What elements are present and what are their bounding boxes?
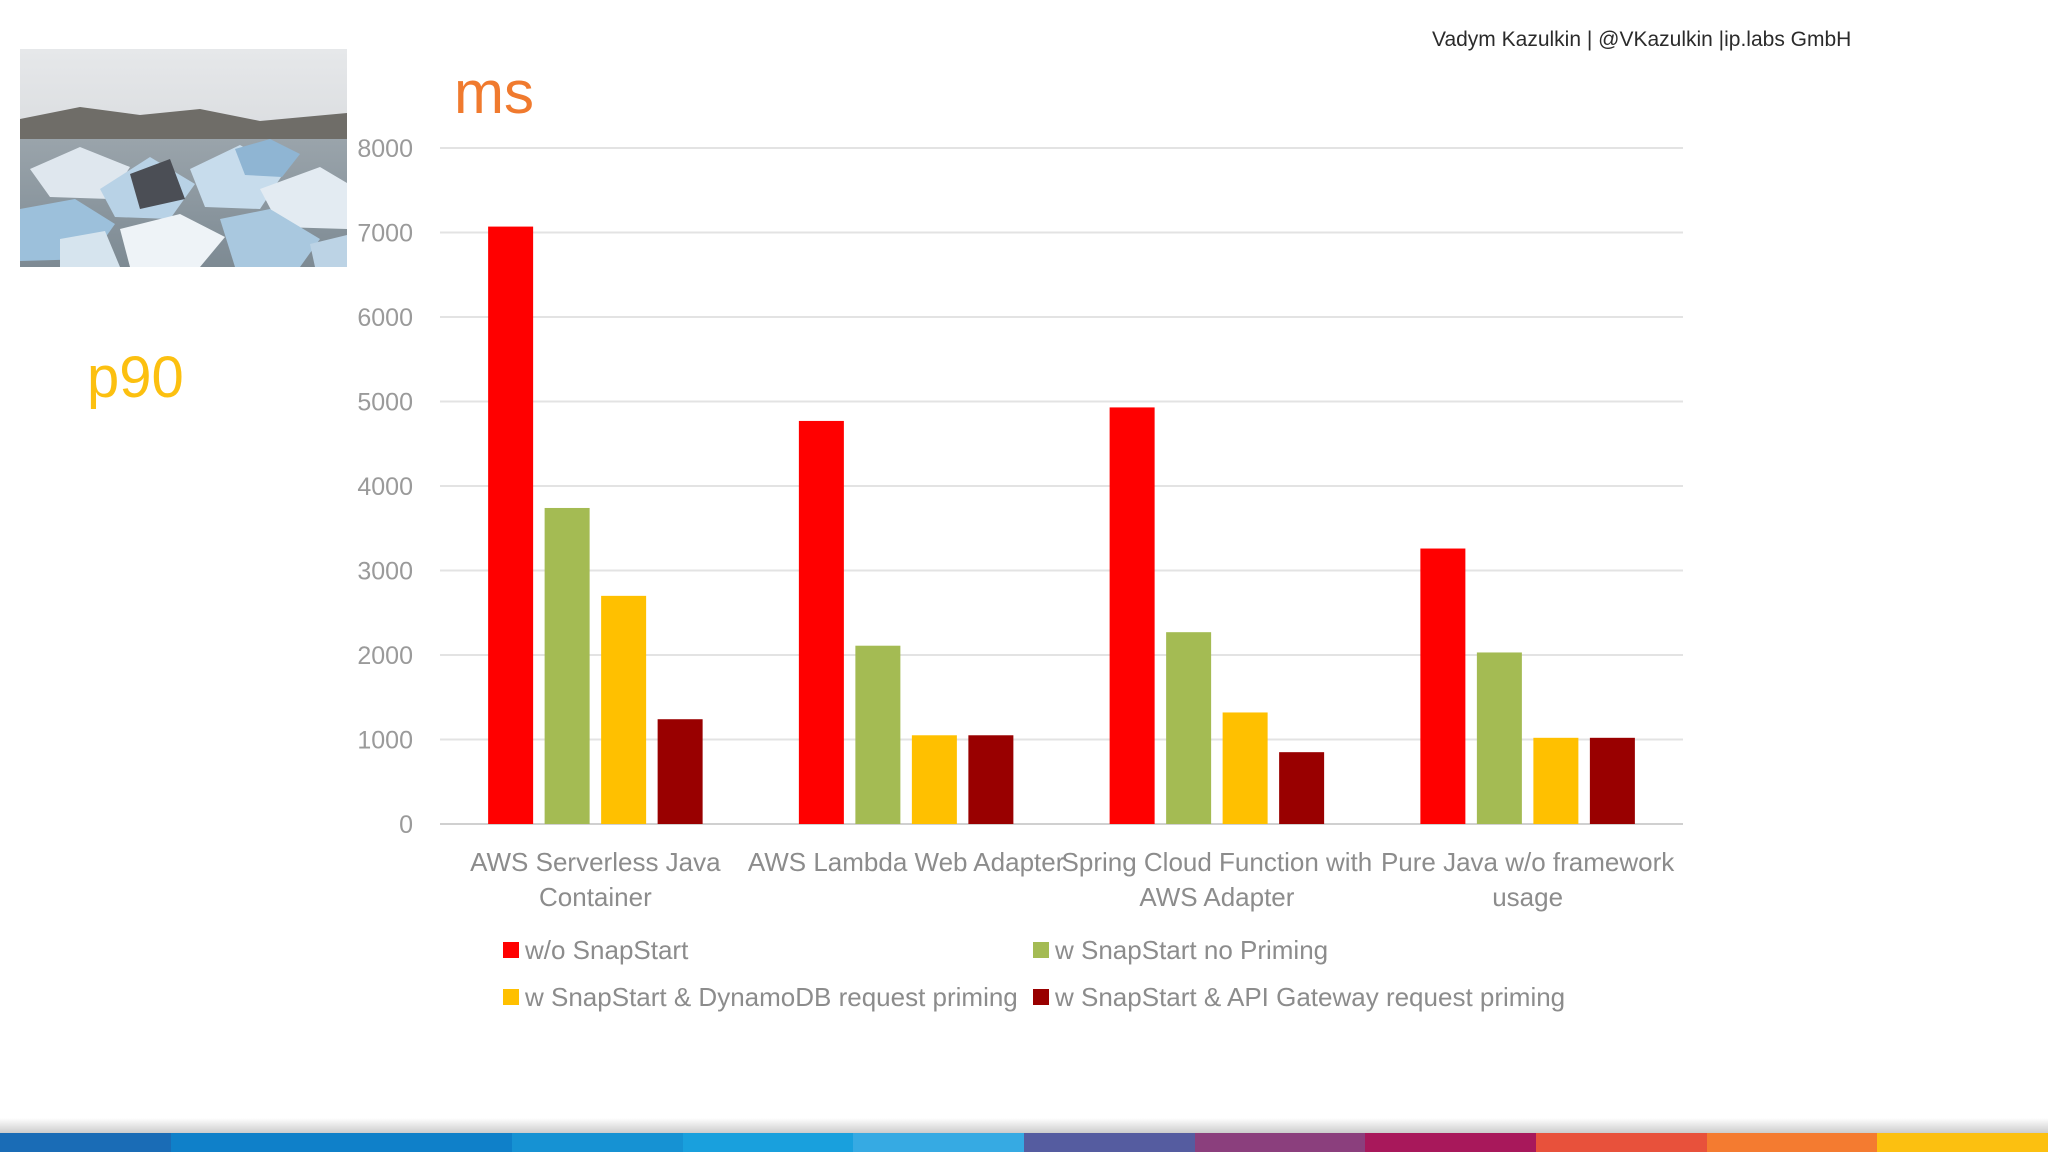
footer-color-segment <box>0 1133 171 1152</box>
bar <box>855 645 901 824</box>
footer-color-segment <box>1536 1133 1707 1152</box>
bar <box>488 226 534 824</box>
bar <box>1109 407 1155 824</box>
footer-color-segment <box>1194 1133 1366 1152</box>
footer-color-bar <box>0 1133 2048 1152</box>
legend-swatch <box>1033 989 1049 1005</box>
legend-label: w/o SnapStart <box>524 935 689 965</box>
author-credit: Vadym Kazulkin | @VKazulkin |ip.labs Gmb… <box>1432 28 1852 51</box>
bar <box>601 595 647 824</box>
bar <box>968 735 1014 824</box>
footer-color-segment <box>682 1133 854 1152</box>
footer-color-segment <box>170 1133 342 1152</box>
footer-color-segment <box>1365 1133 1537 1152</box>
x-tick-label: AWS Serverless Java <box>470 847 721 877</box>
legend-swatch <box>503 989 519 1005</box>
glacier-photo <box>20 49 347 267</box>
bar <box>798 420 844 824</box>
x-tick-label: usage <box>1492 882 1563 912</box>
y-tick-label: 3000 <box>357 558 413 586</box>
legend-label: w SnapStart & DynamoDB request priming <box>524 982 1018 1012</box>
footer-color-segment <box>1877 1133 2048 1152</box>
y-tick-label: 5000 <box>357 389 413 417</box>
legend-label: w SnapStart no Priming <box>1054 935 1328 965</box>
y-tick-label: 2000 <box>357 642 413 670</box>
bar <box>911 735 957 824</box>
footer-color-segment <box>1024 1133 1195 1152</box>
footer-color-segment <box>512 1133 683 1152</box>
bar <box>1589 737 1635 824</box>
y-tick-label: 4000 <box>357 473 413 501</box>
unit-label: ms <box>454 59 534 126</box>
bar <box>657 719 703 824</box>
y-tick-label: 1000 <box>357 727 413 755</box>
bar <box>1533 737 1579 824</box>
y-tick-label: 6000 <box>357 304 413 332</box>
x-tick-label: AWS Lambda Web Adapter <box>748 847 1065 877</box>
bar <box>1166 632 1212 824</box>
legend-swatch <box>503 942 519 958</box>
y-tick-label: 0 <box>399 811 413 839</box>
bar <box>1420 548 1466 824</box>
footer-shadow <box>0 1118 2048 1134</box>
footer-color-segment <box>341 1133 513 1152</box>
x-tick-label: Pure Java w/o framework <box>1381 847 1675 877</box>
x-tick-label: AWS Adapter <box>1139 882 1294 912</box>
y-tick-label: 7000 <box>357 220 413 248</box>
bar <box>1222 712 1268 824</box>
legend-label: w SnapStart & API Gateway request primin… <box>1054 982 1565 1012</box>
bar <box>1476 652 1522 824</box>
footer-color-segment <box>1706 1133 1878 1152</box>
bar <box>544 507 590 824</box>
x-tick-label: Spring Cloud Function with <box>1062 847 1373 877</box>
footer-color-segment <box>853 1133 1025 1152</box>
x-tick-label: Container <box>539 882 652 912</box>
bar <box>1279 752 1325 824</box>
y-tick-label: 8000 <box>357 135 413 163</box>
legend-swatch <box>1033 942 1049 958</box>
metric-label: p90 <box>87 345 184 410</box>
